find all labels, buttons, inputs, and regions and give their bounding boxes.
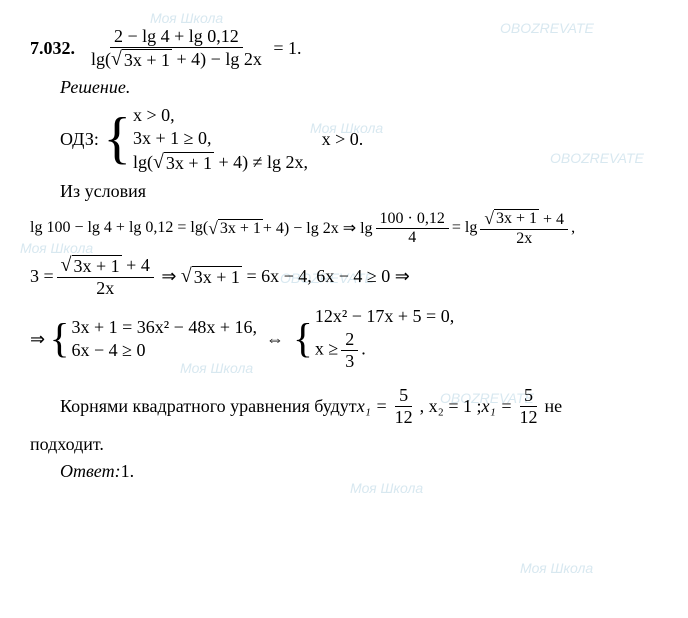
from-condition: Из условия [60,181,658,202]
odz-result: x > 0. [322,129,364,150]
watermark-text: Моя Школа [150,10,223,26]
watermark-text: Моя Школа [520,560,593,576]
eq-rhs: = 1. [273,38,301,59]
main-equation-frac: 2 − lg 4 + lg 0,12 lg(√3x + 1 + 4) − lg … [87,26,266,71]
answer-value: 1. [121,461,135,482]
answer-label: Ответ: [60,461,121,482]
problem-number: 7.032. [30,38,75,59]
watermark-text: Моя Школа [350,480,423,496]
odz-label: ОДЗ: [60,129,99,150]
roots-text: Корнями квадратного уравнения будут [60,396,357,417]
solution-label: Решение. [60,77,658,98]
odz-system: { x > 0, 3x + 1 ≥ 0, lg(√3x + 1 + 4) ≠ l… [103,104,308,175]
